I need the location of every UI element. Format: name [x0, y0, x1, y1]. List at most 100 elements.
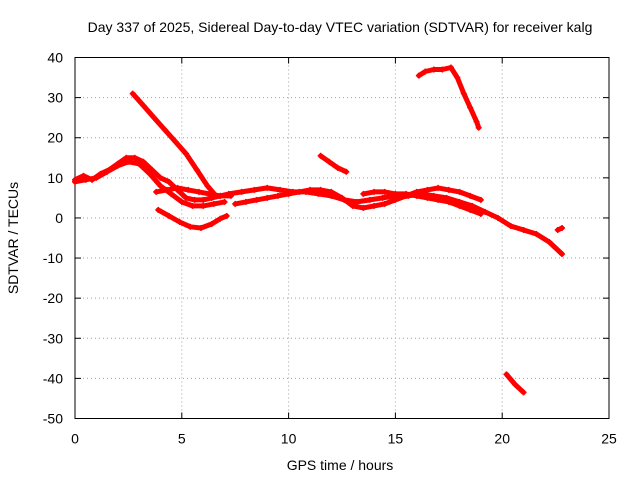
data-point — [148, 166, 155, 173]
data-point — [494, 214, 501, 221]
data-point — [82, 176, 89, 183]
data-point — [520, 389, 527, 396]
data-point — [114, 162, 121, 169]
data-point — [328, 188, 335, 195]
data-point — [174, 184, 181, 191]
data-point — [227, 192, 234, 199]
y-tick-label: -30 — [43, 330, 63, 346]
data-point — [232, 200, 239, 207]
data-point — [296, 188, 303, 195]
data-point — [430, 66, 437, 73]
data-point — [343, 168, 350, 175]
data-point — [473, 118, 480, 125]
data-point — [559, 224, 566, 231]
data-series-track-9 — [416, 65, 482, 131]
data-point — [392, 190, 399, 197]
x-tick-label: 25 — [601, 431, 617, 447]
data-point — [157, 174, 164, 181]
data-point — [176, 218, 183, 225]
data-point — [285, 190, 292, 197]
data-point — [165, 178, 172, 185]
data-series-track-3 — [130, 91, 219, 199]
data-point — [317, 152, 324, 159]
x-tick-label: 5 — [178, 431, 186, 447]
data-point — [198, 224, 205, 231]
data-point — [204, 182, 211, 189]
data-point — [151, 114, 158, 121]
data-point — [146, 170, 153, 177]
data-point — [72, 178, 78, 185]
data-point — [467, 192, 474, 199]
data-point — [403, 190, 410, 197]
data-point — [217, 192, 224, 199]
data-point — [200, 202, 207, 209]
data-point — [195, 188, 202, 195]
data-point — [339, 194, 345, 201]
data-point — [435, 196, 442, 203]
data-point — [424, 186, 431, 193]
data-point — [242, 198, 249, 205]
data-point — [193, 166, 200, 173]
data-point — [172, 138, 179, 145]
data-point — [435, 184, 442, 191]
data-point — [439, 66, 446, 73]
data-point — [183, 150, 190, 157]
data-point — [379, 194, 386, 201]
x-tick-label: 20 — [494, 431, 510, 447]
y-tick-label: -10 — [43, 250, 63, 266]
data-point — [454, 74, 461, 81]
data-point — [221, 198, 228, 205]
data-point — [238, 188, 245, 195]
data-point — [93, 174, 100, 181]
data-point — [264, 194, 271, 201]
data-point — [392, 196, 399, 203]
data-point — [165, 212, 172, 219]
data-point — [477, 196, 484, 203]
data-point — [512, 381, 519, 388]
data-point — [447, 64, 454, 71]
data-point — [155, 206, 162, 213]
data-point — [187, 223, 194, 230]
data-point — [191, 196, 198, 203]
data-point — [277, 186, 284, 193]
data-point — [445, 198, 452, 205]
data-point — [251, 186, 258, 193]
data-point — [415, 72, 422, 79]
data-point — [507, 222, 514, 229]
data-point — [413, 192, 420, 199]
data-point — [366, 196, 373, 203]
y-tick-label: -40 — [43, 370, 63, 386]
data-point — [129, 90, 136, 97]
data-point — [456, 202, 463, 209]
data-point — [217, 215, 224, 222]
data-point — [200, 196, 207, 203]
y-tick-label: 20 — [47, 130, 63, 146]
data-point — [424, 194, 431, 201]
data-point — [206, 190, 213, 197]
data-point — [253, 196, 260, 203]
data-point — [223, 212, 230, 219]
data-point — [533, 230, 540, 237]
data-point — [140, 158, 147, 165]
data-point — [559, 251, 566, 258]
data-point — [178, 198, 185, 205]
data-point — [157, 182, 164, 189]
data-point — [445, 186, 452, 193]
x-tick-label: 10 — [281, 431, 297, 447]
data-point — [161, 126, 168, 133]
data-point — [381, 188, 388, 195]
data-point — [185, 186, 192, 193]
data-point — [168, 190, 175, 197]
data-point — [189, 202, 196, 209]
data-point — [482, 208, 489, 215]
data-point — [163, 186, 170, 193]
data-point — [360, 204, 367, 211]
data-series-track-7 — [318, 153, 349, 175]
data-series-track-4 — [155, 207, 230, 231]
x-tick-label: 15 — [388, 431, 404, 447]
data-point — [475, 124, 482, 131]
data-point — [123, 154, 130, 161]
data-point — [371, 188, 378, 195]
data-point — [353, 198, 360, 205]
data-point — [554, 226, 561, 233]
